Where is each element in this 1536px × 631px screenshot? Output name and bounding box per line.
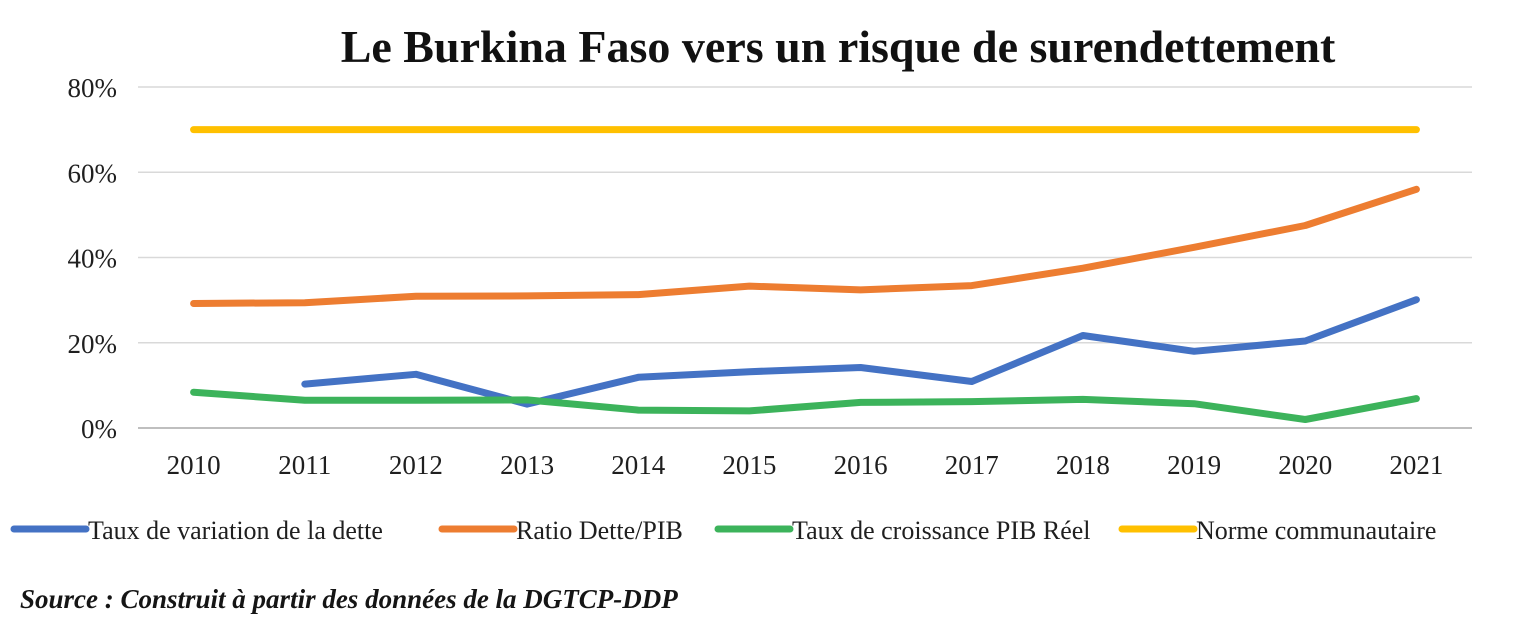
series-lines xyxy=(190,126,1420,423)
line-chart: Le Burkina Faso vers un risque de surend… xyxy=(10,21,1472,545)
y-tick-label: 40% xyxy=(68,244,118,274)
x-tick-label: 2011 xyxy=(278,450,331,480)
x-tick-label: 2015 xyxy=(722,450,776,480)
x-tick-label: 2010 xyxy=(167,450,221,480)
x-axis-ticks: 2010 2011 2012 2013 2014 2015 2016 2017 2018 2019… xyxy=(167,450,1444,480)
series-line-0 xyxy=(301,296,1420,408)
y-tick-label: 20% xyxy=(68,329,118,359)
y-tick-label: 80% xyxy=(68,73,118,103)
legend: Taux de variation de la dette Ratio Dette… xyxy=(10,516,1436,545)
x-tick-label: 2020 xyxy=(1278,450,1332,480)
x-tick-label: 2014 xyxy=(611,450,666,480)
source-note: Source : Construit à partir des données … xyxy=(20,584,678,614)
y-tick-label: 60% xyxy=(68,158,118,188)
x-tick-label: 2019 xyxy=(1167,450,1221,480)
legend-label: Taux de variation de la dette xyxy=(88,516,383,545)
x-tick-label: 2017 xyxy=(945,450,999,480)
legend-label: Taux de croissance PIB Réel xyxy=(792,516,1091,545)
x-tick-label: 2012 xyxy=(389,450,443,480)
gridlines xyxy=(138,86,1472,429)
y-tick-label: 0% xyxy=(81,414,117,444)
x-tick-label: 2016 xyxy=(834,450,888,480)
x-tick-label: 2021 xyxy=(1389,450,1443,480)
series-line-1 xyxy=(190,185,1420,307)
x-tick-label: 2018 xyxy=(1056,450,1110,480)
y-axis-ticks: 0% 20% 40% 60% 80% xyxy=(68,73,118,444)
series-line-2 xyxy=(190,388,1420,423)
x-tick-label: 2013 xyxy=(500,450,554,480)
chart-title: Le Burkina Faso vers un risque de surend… xyxy=(341,21,1336,72)
legend-label: Norme communautaire xyxy=(1196,516,1436,545)
legend-label: Ratio Dette/PIB xyxy=(516,516,683,545)
